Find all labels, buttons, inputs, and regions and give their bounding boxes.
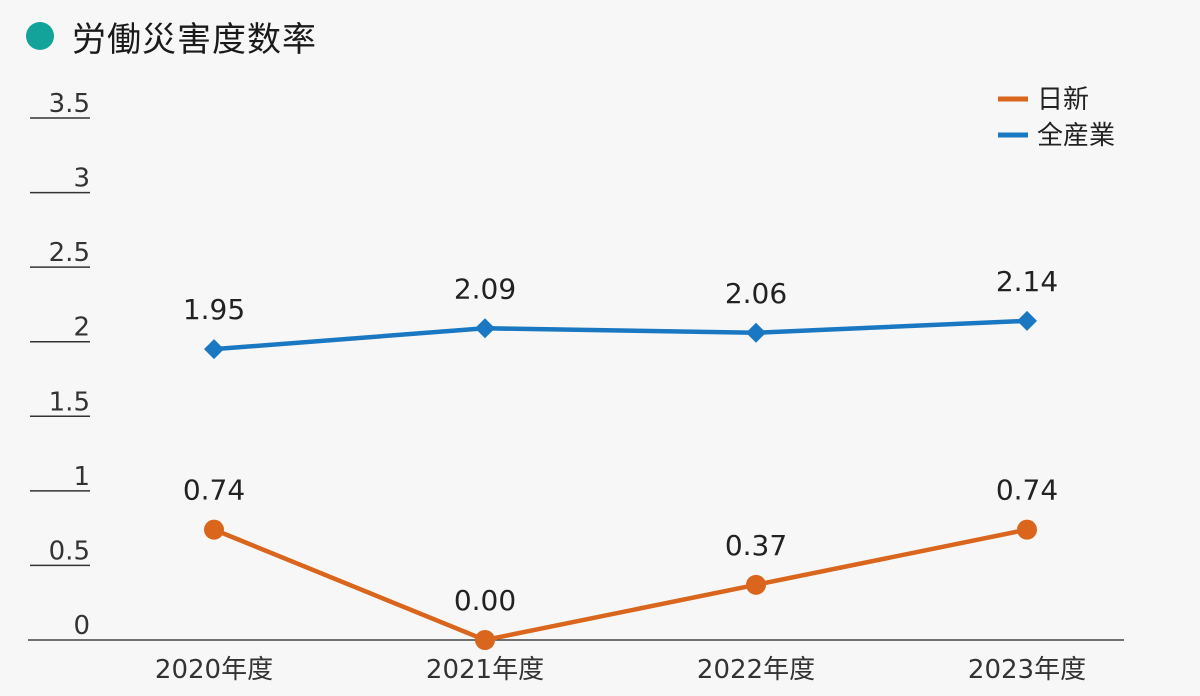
data-label: 2.09 bbox=[454, 272, 516, 305]
data-label: 1.95 bbox=[183, 293, 245, 326]
title-bullet-icon bbox=[26, 22, 54, 50]
data-label: 0.74 bbox=[183, 474, 245, 507]
x-tick-label: 2020年度 bbox=[155, 655, 273, 685]
data-point bbox=[746, 574, 766, 595]
data-label: 0.37 bbox=[725, 529, 787, 562]
data-label: 2.14 bbox=[996, 265, 1058, 298]
y-tick-label: 1 bbox=[73, 462, 90, 492]
data-label: 0.00 bbox=[454, 584, 516, 617]
y-tick-label: 0 bbox=[73, 611, 90, 641]
legend-label: 日新 bbox=[1037, 85, 1089, 115]
y-tick-label: 1.5 bbox=[49, 387, 90, 417]
legend-label: 全産業 bbox=[1037, 121, 1115, 151]
chart-title: 労働災害度数率 bbox=[72, 19, 317, 60]
x-tick-label: 2022年度 bbox=[697, 655, 815, 685]
data-label: 0.74 bbox=[996, 474, 1058, 507]
y-tick-label: 2 bbox=[73, 313, 90, 343]
chart-title-row: 労働災害度数率 bbox=[26, 14, 317, 60]
y-tick-label: 2.5 bbox=[49, 238, 90, 268]
data-point bbox=[1017, 519, 1037, 540]
data-point bbox=[746, 322, 766, 343]
data-point bbox=[204, 339, 224, 360]
y-tick-label: 3.5 bbox=[49, 89, 90, 119]
data-label: 2.06 bbox=[725, 277, 787, 310]
data-point bbox=[1017, 310, 1037, 331]
data-point bbox=[475, 318, 495, 339]
data-point bbox=[204, 519, 224, 540]
series-line bbox=[213, 318, 1028, 352]
y-tick-label: 3 bbox=[73, 164, 90, 194]
x-tick-label: 2021年度 bbox=[426, 655, 544, 685]
data-point bbox=[475, 630, 495, 650]
y-tick-label: 0.5 bbox=[49, 536, 90, 566]
series-line bbox=[213, 527, 1028, 643]
x-tick-label: 2023年度 bbox=[968, 655, 1086, 685]
